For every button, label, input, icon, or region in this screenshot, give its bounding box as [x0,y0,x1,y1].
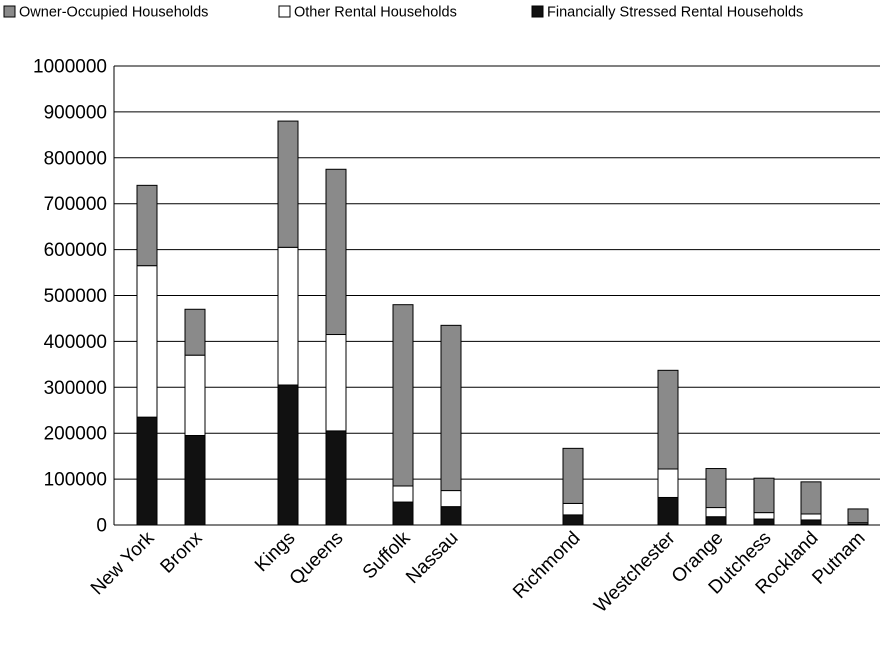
y-tick-label: 0 [96,516,107,537]
bar-bronx-owner-occupied-households [184,308,206,356]
y-tick-label: 600000 [44,240,107,261]
bar-suffolk-owner-occupied-households [392,304,414,487]
bar-kings-other-rental-households [277,246,299,386]
bar-nassau-financially-stressed-rental-households [440,506,462,526]
bar-new-york-owner-occupied-households [136,184,158,267]
bar-queens-other-rental-households [325,334,347,432]
y-tick-label: 700000 [44,194,107,215]
bar-rockland-financially-stressed-rental-households [800,519,822,526]
bar-bronx-financially-stressed-rental-households [184,434,206,526]
bar-rockland-other-rental-households [800,513,822,521]
bar-kings-owner-occupied-households [277,120,299,248]
bar-orange-owner-occupied-households [705,468,727,509]
y-tick-label: 800000 [44,148,107,169]
y-tick-label: 1000000 [33,57,107,78]
bar-new-york-other-rental-households [136,265,158,418]
gridlines [114,65,880,526]
x-tick-label-richmond: Richmond [509,528,584,603]
bar-westchester-other-rental-households [657,468,679,498]
y-tick-label: 100000 [44,470,107,491]
bar-dutchess-financially-stressed-rental-households [753,518,775,526]
y-tick-label: 500000 [44,286,107,307]
x-tick-label-new-york: New York [87,527,159,599]
y-tick-label: 400000 [44,332,107,353]
legend-label-financially-stressed-rental-households: Financially Stressed Rental Households [547,5,803,21]
bar-new-york-financially-stressed-rental-households [136,416,158,526]
bar-kings-financially-stressed-rental-households [277,384,299,526]
bar-queens-owner-occupied-households [325,168,347,336]
x-tick-label-bronx: Bronx [157,527,207,577]
legend: Owner-Occupied Households Other Rental Ho… [3,5,803,21]
y-axis: 0 100000 200000 300000 400000 500000 600000 700… [33,57,115,537]
y-tick-label: 300000 [44,378,107,399]
bar-suffolk-other-rental-households [392,485,414,503]
bar-richmond-financially-stressed-rental-households [562,514,584,526]
bar-suffolk-financially-stressed-rental-households [392,501,414,526]
bar-bronx-other-rental-households [184,354,206,436]
bar-queens-financially-stressed-rental-households [325,430,347,526]
x-tick-label-queens: Queens [286,528,348,590]
bar-nassau-other-rental-households [440,490,462,508]
legend-label-owner-occupied-households: Owner-Occupied Households [19,5,208,21]
legend-swatch-owner-occupied-households [3,5,16,18]
x-tick-label-nassau: Nassau [402,528,462,588]
bar-dutchess-owner-occupied-households [753,477,775,514]
bar-richmond-owner-occupied-households [562,447,584,504]
y-tick-label: 900000 [44,102,107,123]
bar-westchester-financially-stressed-rental-households [657,496,679,526]
bar-orange-other-rental-households [705,507,727,518]
legend-swatch-financially-stressed-rental-households [531,5,544,18]
bar-nassau-owner-occupied-households [440,324,462,492]
legend-label-other-rental-households: Other Rental Households [294,5,457,21]
bar-orange-financially-stressed-rental-households [705,516,727,526]
bar-richmond-other-rental-households [562,502,584,516]
bar-westchester-owner-occupied-households [657,369,679,470]
bar-dutchess-other-rental-households [753,512,775,520]
legend-swatch-other-rental-households [278,5,291,18]
x-tick-label-westchester: Westchester [590,527,680,617]
bar-rockland-owner-occupied-households [800,481,822,515]
y-tick-label: 200000 [44,424,107,445]
bars [136,120,869,526]
bar-putnam-owner-occupied-households [847,508,869,524]
x-tick-label-putnam: Putnam [808,528,869,589]
